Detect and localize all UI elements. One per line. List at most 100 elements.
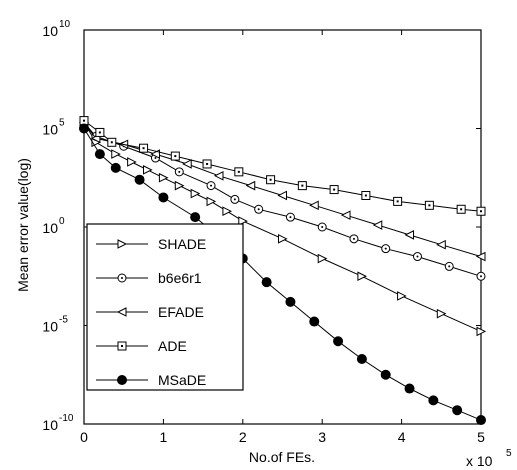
legend-entry-msade: MSaDE <box>96 372 206 388</box>
y-tick-label: 10 -10 <box>42 413 73 433</box>
legend-entry-ade: ADE <box>96 338 187 354</box>
x-tick-label: 5 <box>477 429 485 445</box>
svg-text:0: 0 <box>59 216 65 227</box>
data-point <box>158 192 169 203</box>
data-point <box>158 172 169 183</box>
y-tick-label: 10 10 <box>42 19 70 39</box>
data-point <box>393 196 403 206</box>
data-point <box>357 271 368 282</box>
svg-text:10: 10 <box>42 23 58 39</box>
data-point <box>317 253 328 264</box>
data-point <box>222 206 233 217</box>
data-point <box>476 206 486 216</box>
legend-entry-efade: EFADE <box>96 304 204 320</box>
data-point <box>139 143 149 153</box>
data-point <box>277 190 287 201</box>
x-tick-label: 1 <box>160 429 168 445</box>
data-point <box>174 180 185 191</box>
legend: SHADE b6e6r1 EFADE ADE MSaDE <box>86 223 244 391</box>
svg-text:-5: -5 <box>59 315 68 326</box>
data-point <box>206 196 217 207</box>
data-point <box>424 200 434 210</box>
y-tick-label: 10 -5 <box>42 315 68 335</box>
data-point <box>397 291 407 301</box>
legend-box <box>86 223 244 391</box>
data-point <box>476 271 486 281</box>
svg-text:10: 10 <box>42 220 58 236</box>
data-point <box>428 395 439 406</box>
x-tick-label: 2 <box>239 429 247 445</box>
data-point <box>107 137 117 147</box>
x-tick-label: 4 <box>398 429 406 445</box>
x-axis-label: No.of FEs. <box>249 449 315 465</box>
x-tick-label: 3 <box>318 429 326 445</box>
data-point <box>95 127 105 137</box>
data-point <box>309 316 320 327</box>
svg-text:x 10: x 10 <box>466 453 493 469</box>
data-point <box>190 212 201 223</box>
svg-text:10: 10 <box>42 122 58 138</box>
data-point <box>190 188 201 199</box>
data-point <box>79 123 89 134</box>
data-point <box>317 222 327 232</box>
legend-label: EFADE <box>158 304 204 320</box>
data-point <box>404 230 415 240</box>
svg-text:10: 10 <box>42 319 58 335</box>
data-point <box>266 175 276 185</box>
data-point <box>356 353 367 364</box>
data-point <box>254 204 264 214</box>
y-tick-label: 10 0 <box>42 216 65 236</box>
svg-text:5: 5 <box>59 118 65 129</box>
data-point <box>340 210 351 220</box>
series-layer <box>78 116 487 426</box>
legend-entry-b6e6r1: b6e6r1 <box>96 270 202 286</box>
data-point <box>404 383 415 394</box>
legend-marker <box>116 307 127 317</box>
svg-text:10: 10 <box>42 417 58 433</box>
svg-text:10: 10 <box>59 19 71 30</box>
data-point <box>238 216 248 226</box>
data-point <box>206 181 216 191</box>
data-point <box>278 234 288 244</box>
data-point <box>475 251 486 262</box>
data-point <box>436 239 446 250</box>
data-point <box>329 185 339 195</box>
data-point <box>285 212 295 222</box>
y-tick-label: 10 5 <box>42 118 65 138</box>
series-ade <box>79 116 486 216</box>
x-multiplier: x 10 5 <box>466 448 512 469</box>
data-point <box>476 326 487 337</box>
svg-text:5: 5 <box>506 448 512 459</box>
data-point <box>213 170 224 181</box>
data-point <box>285 296 296 307</box>
data-point <box>456 204 466 214</box>
series-b6e6r1 <box>79 118 486 281</box>
data-point <box>444 261 454 271</box>
legend-label: SHADE <box>158 236 206 252</box>
data-point <box>452 405 463 416</box>
data-point <box>412 252 422 262</box>
data-point <box>380 369 391 380</box>
data-point <box>333 336 344 347</box>
data-point <box>349 234 359 244</box>
data-point <box>234 167 244 177</box>
data-point <box>79 116 89 126</box>
data-point <box>110 162 121 173</box>
data-point <box>361 190 371 200</box>
data-point <box>170 151 180 161</box>
data-point <box>182 159 192 169</box>
data-point <box>436 308 447 319</box>
data-point <box>230 194 240 204</box>
data-point <box>309 200 319 211</box>
legend-marker <box>117 273 127 283</box>
x-tick-labels: 0 1 2 3 4 5 <box>80 429 485 445</box>
data-point <box>476 415 486 426</box>
x-tick-label: 0 <box>80 429 88 445</box>
data-point <box>372 220 383 230</box>
svg-text:-10: -10 <box>59 413 74 424</box>
legend-label: b6e6r1 <box>158 270 202 286</box>
legend-label: ADE <box>158 338 187 354</box>
legend-entries: SHADE b6e6r1 EFADE ADE MSaDE <box>96 236 206 388</box>
